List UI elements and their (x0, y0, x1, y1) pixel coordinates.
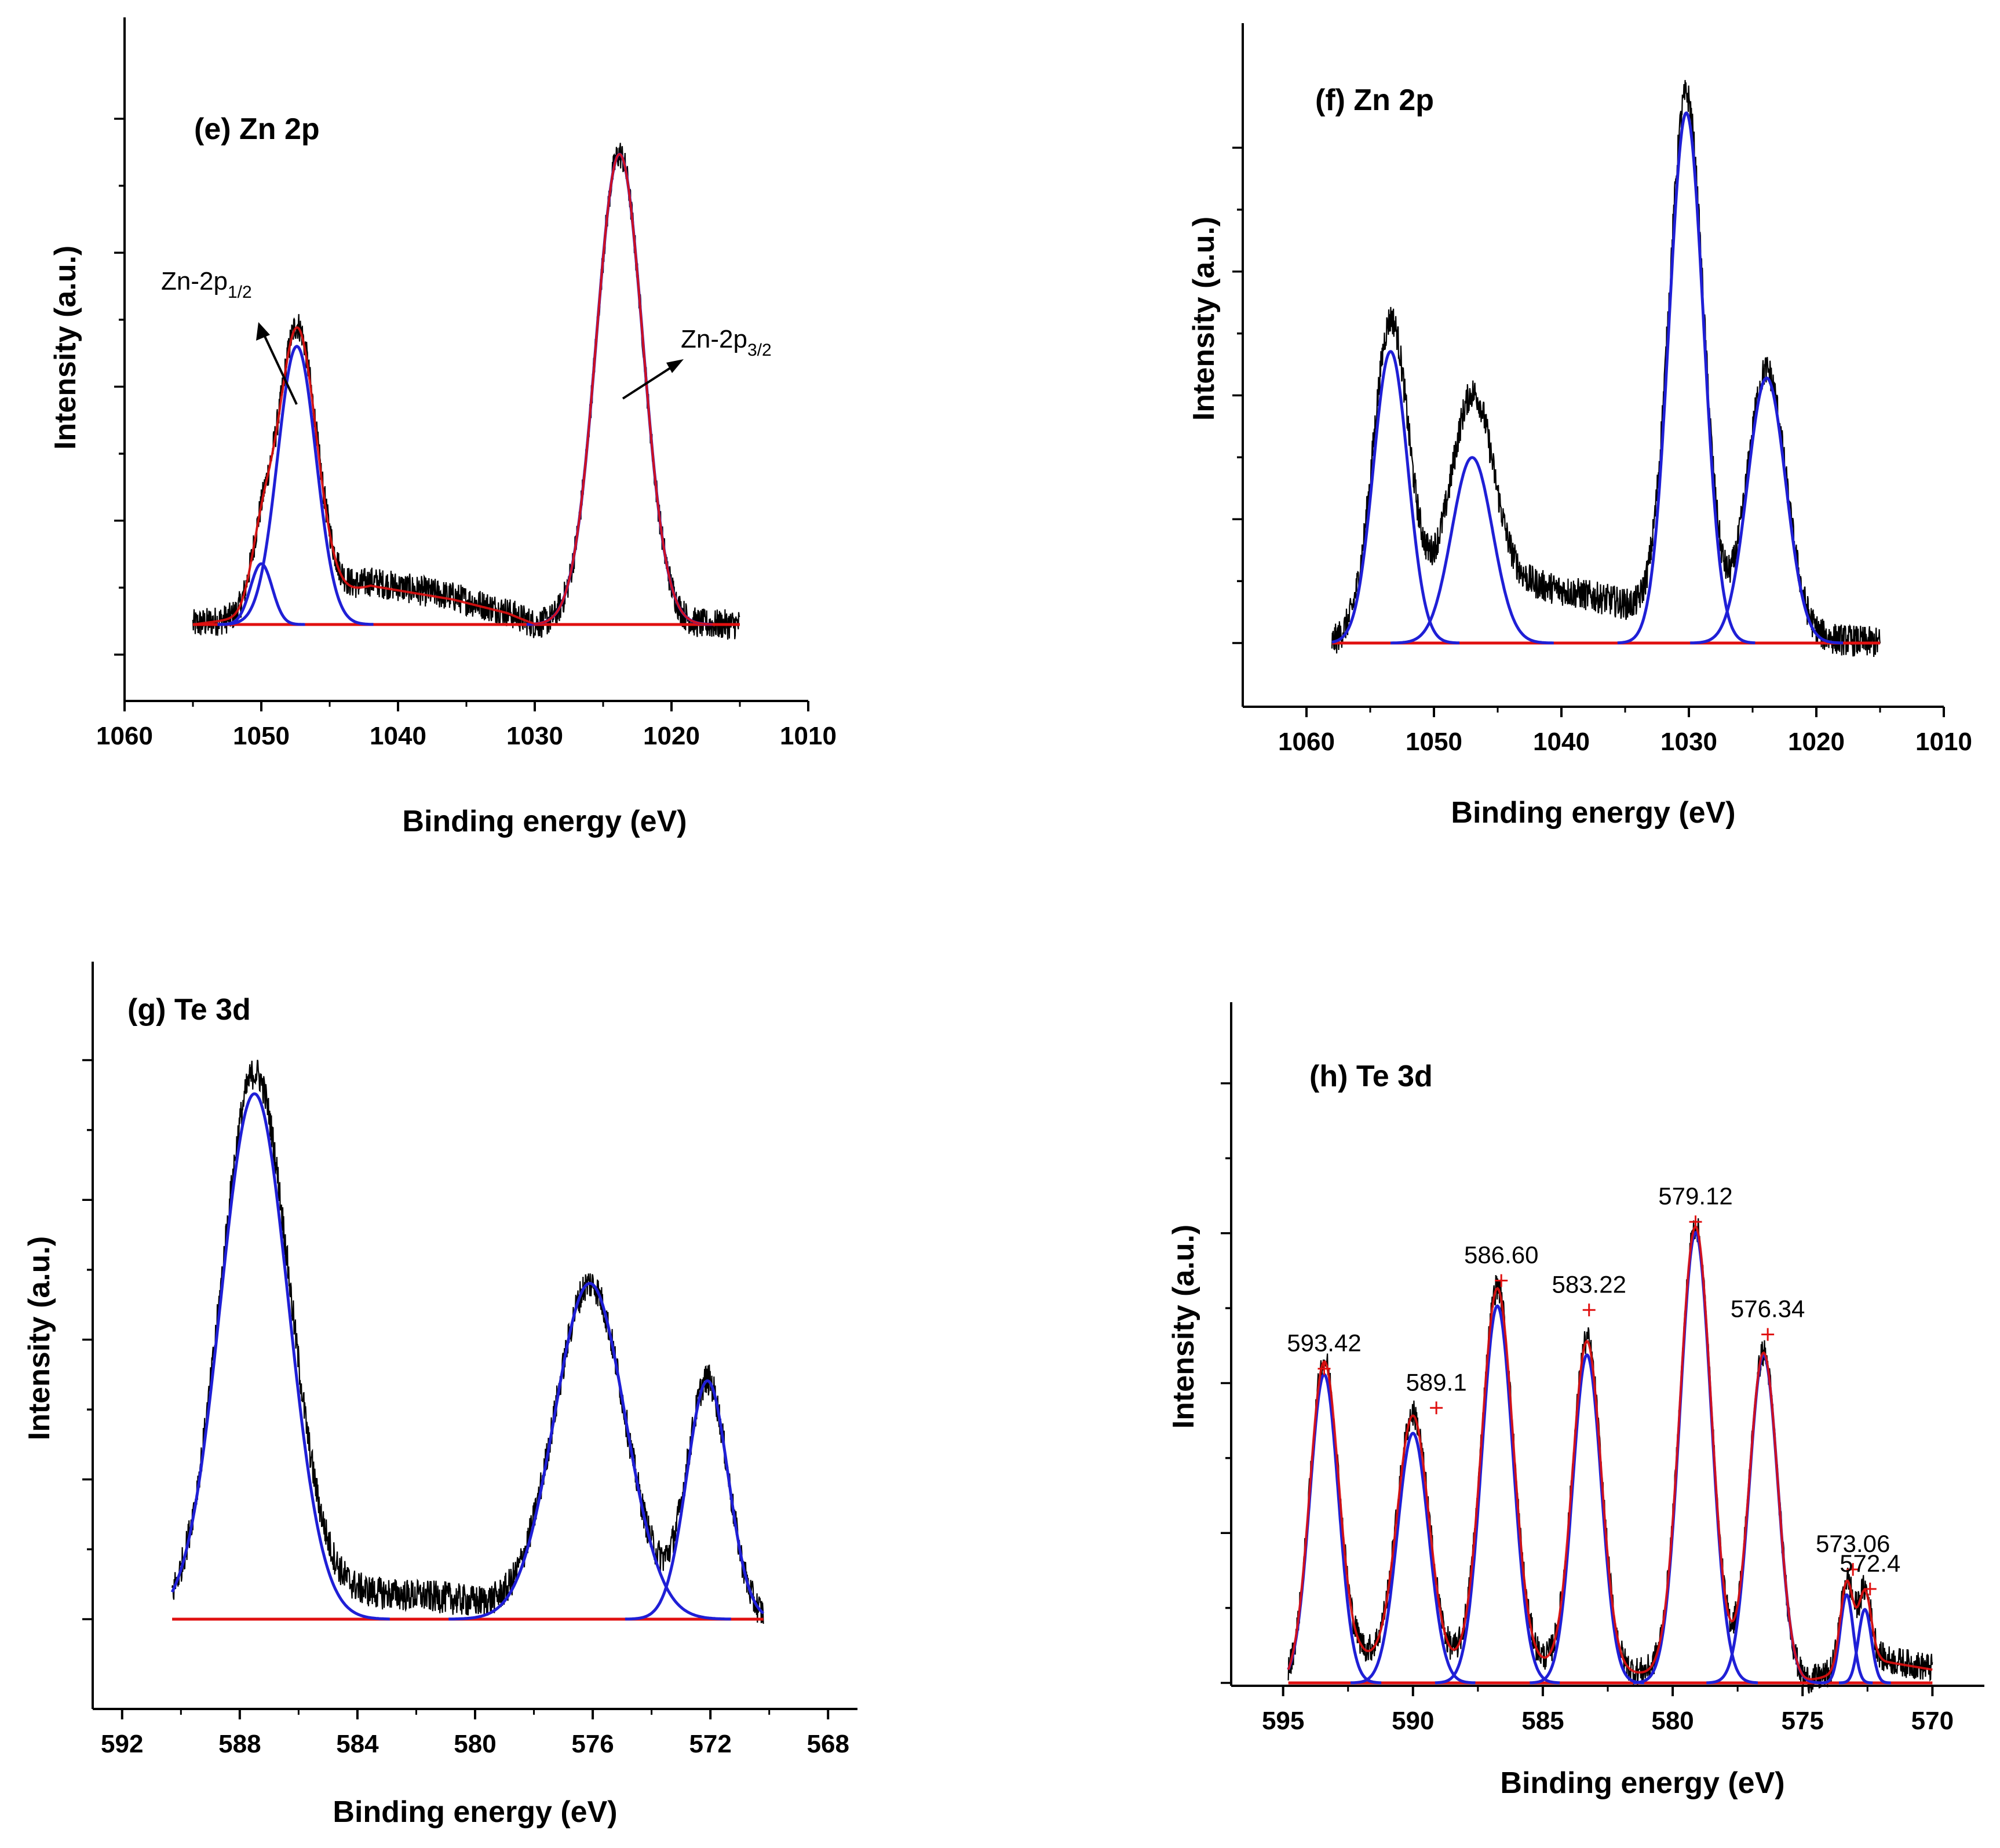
x-tick-label-e-0: 1060 (96, 722, 153, 750)
x-tick-label-g-6: 568 (807, 1730, 849, 1758)
fit-peak-h-6 (1706, 1353, 1821, 1685)
annotation-zn-2p-3-2: Zn-2p3/2 (681, 325, 772, 360)
x-tick-label-g-1: 588 (218, 1730, 261, 1758)
x-tick-label-e-3: 1030 (506, 722, 563, 750)
x-tick-label-h-3: 580 (1651, 1707, 1694, 1735)
x-tick-label-e-4: 1020 (643, 722, 700, 750)
fit-peak-e-3 (526, 152, 713, 626)
peak-label-1: 589.1 (1406, 1368, 1467, 1396)
fit-peak-f-1 (1331, 350, 1459, 645)
peak-label-7: 572.4 (1840, 1550, 1900, 1577)
fit-peak-h-8 (1838, 1608, 1891, 1685)
annotation-zn-2p-1-2: Zn-2p1/2 (161, 267, 252, 302)
x-axis-label-e: Binding energy (eV) (402, 805, 687, 838)
chart-panel-g-te3d: 592 588 584 580 576 572 568 (g) Te 3d Binding … (23, 962, 857, 1829)
fit-envelope-e (192, 152, 740, 626)
chart-title-g: (g) Te 3d (127, 993, 251, 1027)
fit-peak-h-7 (1820, 1593, 1873, 1685)
fit-peak-f-3 (1617, 111, 1756, 645)
x-tick-label-f-0: 1060 (1278, 728, 1335, 756)
fit-peak-f-4 (1690, 376, 1844, 645)
fit-peak-e-2 (220, 345, 374, 626)
peak-label-5: 576.34 (1731, 1295, 1805, 1323)
x-tick-label-g-2: 584 (336, 1730, 379, 1758)
y-axis-label-g: Intensity (a.u.) (23, 1236, 56, 1440)
x-tick-label-g-4: 576 (571, 1730, 614, 1758)
annotation-arrow-2p-1-2 (261, 330, 298, 405)
x-axis-label-f: Binding energy (eV) (1451, 796, 1735, 830)
y-axis-label-h: Intensity (a.u.) (1167, 1225, 1200, 1429)
x-axis-label-h: Binding energy (eV) (1500, 1766, 1784, 1800)
x-tick-label-h-5: 570 (1911, 1707, 1954, 1735)
annotation-arrow-2p-3-2 (622, 363, 678, 400)
annotation-arrowhead-2p-3-2 (666, 359, 684, 373)
x-tick-label-h-1: 590 (1392, 1707, 1434, 1735)
peak-label-2: 586.60 (1464, 1241, 1538, 1269)
peak-label-0: 593.42 (1287, 1330, 1361, 1357)
fit-peak-h-3 (1435, 1304, 1560, 1685)
x-tick-label-e-5: 1010 (780, 722, 837, 750)
x-tick-label-h-4: 575 (1781, 1707, 1823, 1735)
data-trace-e (192, 143, 740, 640)
annotation-arrowhead-2p-1-2 (256, 322, 270, 341)
chart-title-f: (f) Zn 2p (1315, 83, 1434, 117)
peak-label-3: 583.22 (1552, 1270, 1626, 1298)
chart-panel-h-te3d: 595 590 585 580 575 570 593.42 589.1 586.60 583.… (1167, 1002, 1984, 1800)
x-tick-label-f-5: 1010 (1915, 728, 1972, 756)
x-tick-label-h-0: 595 (1262, 1707, 1304, 1735)
y-axis-label-f: Intensity (a.u.) (1187, 217, 1221, 421)
x-tick-label-g-3: 580 (454, 1730, 496, 1758)
x-tick-label-h-2: 585 (1521, 1707, 1564, 1735)
chart-title-h: (h) Te 3d (1309, 1060, 1433, 1093)
x-tick-label-g-5: 572 (689, 1730, 731, 1758)
chart-panel-f-zn2p: 1060 1050 1040 1030 1020 1010 (f) Zn 2p Bindi… (1187, 23, 1972, 830)
data-trace-g (171, 1060, 764, 1624)
fit-peak-f-2 (1390, 456, 1554, 645)
fit-envelope-h (1287, 1225, 1933, 1681)
x-tick-label-e-1: 1050 (233, 722, 290, 750)
x-tick-label-g-0: 592 (101, 1730, 143, 1758)
x-tick-label-f-4: 1020 (1788, 728, 1845, 756)
fit-peak-g-3 (625, 1379, 765, 1621)
fit-peak-g-2 (448, 1281, 731, 1621)
peak-label-4: 579.12 (1658, 1182, 1732, 1210)
x-tick-label-f-2: 1040 (1533, 728, 1590, 756)
fit-peak-h-5 (1633, 1230, 1758, 1685)
x-tick-label-f-1: 1050 (1406, 728, 1462, 756)
chart-title-e: (e) Zn 2p (194, 112, 320, 146)
fit-peak-h-4 (1530, 1353, 1644, 1685)
fit-peak-g-1 (170, 1092, 390, 1621)
peak-label-6: 573.06 (1816, 1530, 1890, 1557)
chart-panel-e-zn2p: 1060 1050 1040 1030 1020 1010 (e) Zn 2p Bindi… (49, 17, 837, 838)
y-axis-label-e: Intensity (a.u.) (49, 246, 82, 450)
x-tick-label-f-3: 1030 (1660, 728, 1717, 756)
x-tick-label-e-2: 1040 (370, 722, 426, 750)
x-axis-label-g: Binding energy (eV) (333, 1795, 617, 1829)
